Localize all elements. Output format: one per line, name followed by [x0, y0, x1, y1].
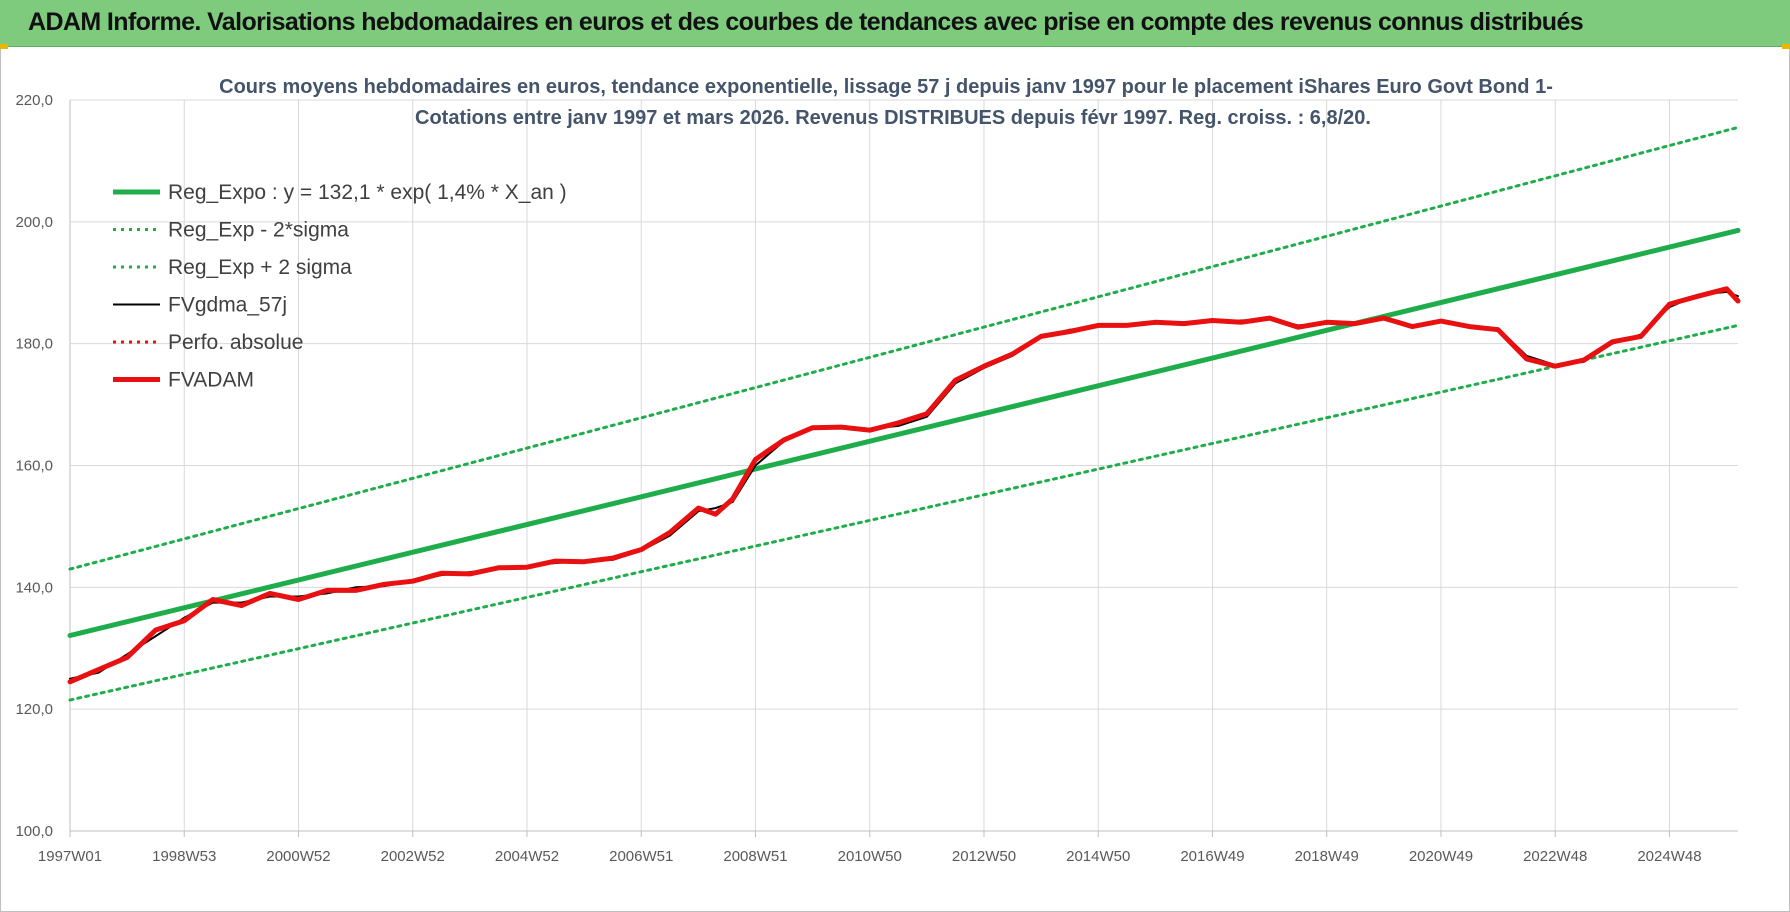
- series-line-3: [69, 290, 1739, 680]
- x-tick-label: 2016W49: [1180, 848, 1244, 865]
- x-tick-label: 2024W48: [1637, 848, 1701, 865]
- legend-label: Perfo. absolue: [168, 331, 303, 354]
- legend-label: Reg_Exp - 2*sigma: [168, 219, 349, 242]
- series-line-2: [68, 125, 1740, 571]
- x-tick-label: 2008W51: [723, 848, 787, 865]
- x-tick-label: 2020W49: [1409, 848, 1473, 865]
- y-tick-label: 160,0: [15, 458, 53, 475]
- legend-label: FVADAM: [168, 369, 254, 392]
- series-line-1: [68, 323, 1740, 702]
- x-tick-label: 2014W50: [1066, 848, 1130, 865]
- y-tick-label: 140,0: [15, 579, 53, 596]
- report-title: ADAM Informe. Valorisations hebdomadaire…: [28, 8, 1584, 36]
- x-tick-label: 2004W52: [495, 848, 559, 865]
- x-tick-label: 2022W48: [1523, 848, 1587, 865]
- series-layer: [67, 125, 1741, 702]
- x-tick-label: 1997W01: [38, 848, 102, 865]
- x-tick-label: 2002W52: [381, 848, 445, 865]
- y-tick-label: 120,0: [15, 701, 53, 718]
- x-tick-label: 2012W50: [952, 848, 1016, 865]
- y-tick-label: 220,0: [15, 92, 53, 109]
- y-tick-label: 100,0: [15, 823, 53, 840]
- legend-label: Reg_Expo : y = 132,1 * exp( 1,4% * X_an …: [168, 181, 567, 204]
- chart-title-line-1: Cours moyens hebdomadaires en euros, ten…: [219, 76, 1553, 98]
- chart-title-line-2: Cotations entre janv 1997 et mars 2026. …: [415, 107, 1371, 129]
- x-tick-label: 2018W49: [1295, 848, 1359, 865]
- series-line-5: [67, 286, 1741, 685]
- y-tick-label: 180,0: [15, 336, 53, 353]
- corner-marker: [0, 44, 8, 49]
- x-tick-label: 2006W51: [609, 848, 673, 865]
- x-tick-label: 2000W52: [266, 848, 330, 865]
- legend-label: FVgdma_57j: [168, 294, 287, 317]
- chart-legend: Reg_Expo : y = 132,1 * exp( 1,4% * X_an …: [113, 181, 567, 392]
- axes: 100,0 120,0 140,0 160,0 180,0 200,0 220,0 1997W…: [15, 92, 1738, 865]
- corner-marker: [1782, 44, 1790, 49]
- report-banner: ADAM Informe. Valorisations hebdomadaire…: [0, 0, 1790, 47]
- legend-label: Reg_Exp + 2 sigma: [168, 256, 352, 279]
- x-tick-label: 2010W50: [838, 848, 902, 865]
- series-line-0: [67, 227, 1741, 638]
- gridlines: [69, 99, 1738, 832]
- y-tick-label: 200,0: [15, 214, 53, 231]
- x-tick-label: 1998W53: [152, 848, 216, 865]
